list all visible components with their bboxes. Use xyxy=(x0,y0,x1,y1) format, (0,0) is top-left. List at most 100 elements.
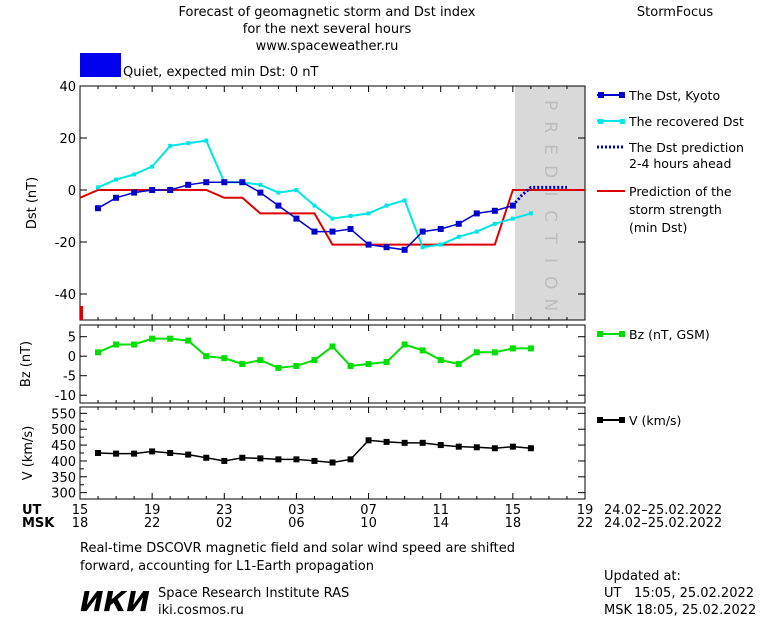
msk-tick-label: 02 xyxy=(216,516,233,531)
legend-v-label: V (km/s) xyxy=(629,413,681,428)
ut-axis-label: UT xyxy=(22,503,42,518)
dst-kyoto-point xyxy=(221,179,228,186)
bz-point xyxy=(257,357,264,364)
dst-kyoto-point xyxy=(383,244,390,251)
dst-recovered-point xyxy=(438,242,443,247)
dst-recovered-point xyxy=(510,216,515,221)
v-point xyxy=(221,457,228,464)
v-point xyxy=(365,437,372,444)
dst-kyoto-point xyxy=(491,207,498,214)
dst-recovered-point xyxy=(528,211,533,216)
dst-kyoto-point xyxy=(401,246,408,253)
dst-plot-area xyxy=(79,138,585,320)
dst-y-axis: 40 20 0 -20 -40 xyxy=(55,80,586,320)
v-point xyxy=(185,451,192,458)
bz-line xyxy=(97,337,531,369)
msk-tick-label: 18 xyxy=(72,516,89,531)
institute-name: Space Research Institute RAS xyxy=(158,586,349,601)
dst-prediction-line xyxy=(511,185,567,207)
bz-point xyxy=(185,337,192,344)
bz-point xyxy=(113,341,120,348)
ut-tick-label: 07 xyxy=(360,503,377,518)
dst-recovered-point xyxy=(492,221,497,226)
ut-tick-label: 15 xyxy=(505,503,522,518)
dst-y-tick-label: 40 xyxy=(59,80,76,95)
dst-kyoto-point xyxy=(149,187,156,193)
prediction-letter: R xyxy=(540,121,560,133)
prediction-zone xyxy=(515,86,585,320)
v-y-tick-label: 450 xyxy=(51,439,76,454)
v-point xyxy=(455,443,462,450)
status-swatch xyxy=(80,53,121,77)
ut-tick-label: 19 xyxy=(144,503,161,518)
prediction-letter: C xyxy=(540,210,560,222)
dst-kyoto-point xyxy=(473,210,480,217)
bz-point xyxy=(365,361,372,367)
v-y-tick-label: 550 xyxy=(51,407,76,422)
legend-dst-kyoto-label: The Dst, Kyoto xyxy=(628,88,720,103)
v-point xyxy=(149,448,156,455)
bz-plot-area xyxy=(95,335,534,371)
bz-y-axis-label: Bz (nT) xyxy=(19,341,34,387)
dst-recovered-point xyxy=(168,143,173,148)
legend-v: V (km/s) xyxy=(597,413,681,428)
msk-tick-label: 18 xyxy=(505,516,522,531)
v-point xyxy=(275,456,282,463)
legend-dst-prediction-label2: 2-4 hours ahead xyxy=(629,156,731,171)
v-point xyxy=(473,444,480,451)
v-y-tick-label: 350 xyxy=(51,471,76,486)
institute-url: iki.cosmos.ru xyxy=(158,603,244,618)
bz-point xyxy=(239,361,246,367)
legend-dst-recovered-label: The recovered Dst xyxy=(628,114,744,129)
chart-title-line1: Forecast of geomagnetic storm and Dst in… xyxy=(178,5,475,20)
website-label: www.spaceweather.ru xyxy=(256,39,399,54)
msk-tick-label: 22 xyxy=(577,516,594,531)
prediction-letter: I xyxy=(540,191,560,196)
dst-recovered-point xyxy=(276,190,281,195)
v-y-axis-label: V (km/s) xyxy=(21,426,36,481)
legend-bz-label: Bz (nT, GSM) xyxy=(629,327,710,342)
dst-kyoto-point xyxy=(293,215,300,222)
ut-tick-label: 19 xyxy=(577,503,594,518)
v-point xyxy=(311,457,318,464)
legend-bz: Bz (nT, GSM) xyxy=(597,327,710,342)
bz-point xyxy=(275,364,282,371)
dst-kyoto-point xyxy=(167,187,174,193)
v-point xyxy=(347,456,354,463)
v-y-tick-label: 400 xyxy=(51,455,76,470)
msk-tick-label: 10 xyxy=(360,516,377,531)
bz-point xyxy=(149,335,156,342)
bz-point xyxy=(401,341,408,348)
dst-y-tick-label: 0 xyxy=(68,184,76,199)
dst-strength-start-marker xyxy=(80,306,83,320)
brand-label: StormFocus xyxy=(637,5,713,20)
bz-panel-frame xyxy=(79,324,586,404)
prediction-letter: D xyxy=(540,165,560,178)
updated-ut: UT 15:05, 25.02.2022 xyxy=(604,586,754,601)
iki-logo: ИКИ xyxy=(80,585,150,618)
msk-axis-label: MSK xyxy=(22,516,55,531)
bz-point xyxy=(437,357,444,364)
bz-point xyxy=(455,361,462,367)
legend-dst-kyoto: The Dst, Kyoto xyxy=(597,88,720,103)
dst-recovered-point xyxy=(312,203,317,208)
legend-strength-label3: (min Dst) xyxy=(629,220,687,235)
dst-recovered-point xyxy=(258,182,263,187)
dst-kyoto-point xyxy=(239,179,246,186)
bz-point xyxy=(383,359,390,366)
dst-kyoto-point xyxy=(131,189,138,196)
dst-kyoto-point xyxy=(437,226,444,232)
updated-msk: MSK 18:05, 25.02.2022 xyxy=(604,603,756,618)
msk-tick-label: 22 xyxy=(144,516,161,531)
dst-kyoto-point xyxy=(185,181,192,188)
v-point xyxy=(401,439,408,446)
msk-tick-label: 06 xyxy=(288,516,305,531)
bz-point xyxy=(203,353,210,360)
v-point xyxy=(383,438,390,445)
v-point xyxy=(239,454,246,461)
dst-recovered-point xyxy=(204,138,209,143)
bz-point xyxy=(311,357,318,364)
v-point xyxy=(329,459,336,466)
